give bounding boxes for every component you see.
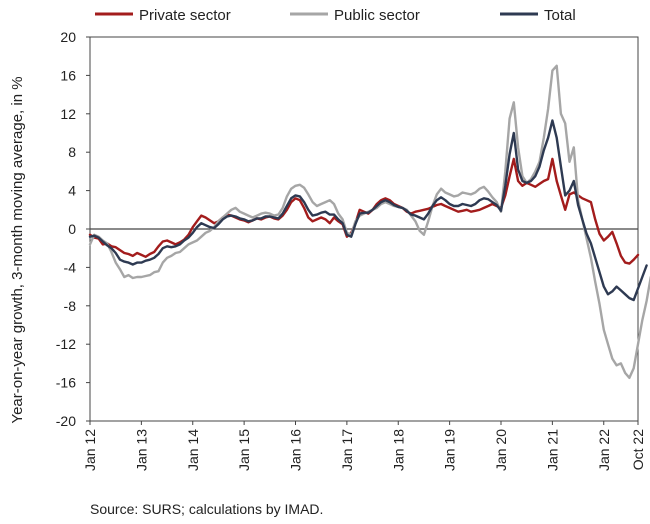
y-tick-label: -16 xyxy=(56,375,76,391)
series-line-public-sector xyxy=(88,64,650,379)
y-tick-label: 20 xyxy=(60,29,76,45)
x-tick-label: Jan 16 xyxy=(288,429,304,471)
source-note: Source: SURS; calculations by IMAD. xyxy=(90,501,324,517)
x-tick-label: Jan 21 xyxy=(544,429,560,471)
y-tick-label: -8 xyxy=(64,298,77,314)
x-tick-label: Jan 13 xyxy=(133,429,149,471)
x-tick-label: Jan 17 xyxy=(339,429,355,471)
y-axis-title: Year-on-year growth, 3-month moving aver… xyxy=(9,76,26,423)
y-tick-label: 12 xyxy=(60,106,76,122)
y-tick-label: 4 xyxy=(68,183,76,199)
y-tick-label: 16 xyxy=(60,67,76,83)
x-tick-label: Oct 22 xyxy=(630,429,646,470)
y-tick-label: -4 xyxy=(64,259,77,275)
x-tick-label: Jan 19 xyxy=(442,429,458,471)
x-tick-label: Jan 18 xyxy=(390,429,406,471)
x-axis: Jan 12 Jan 13 Jan 14 Jan 15 Jan 16 Jan 17 Jan … xyxy=(82,421,646,471)
series-line-total xyxy=(88,119,648,302)
y-tick-label: 0 xyxy=(68,221,76,237)
legend-label-total: Total xyxy=(544,7,576,24)
y-tick-label: -12 xyxy=(56,336,76,352)
plot-area xyxy=(88,36,650,422)
y-tick-label: -20 xyxy=(56,413,76,429)
legend-label-private-sector: Private sector xyxy=(139,7,231,24)
y-tick-label: 8 xyxy=(68,144,76,160)
x-tick-label: Jan 14 xyxy=(185,429,201,471)
legend-label-public-sector: Public sector xyxy=(334,7,420,24)
x-tick-label: Jan 12 xyxy=(82,429,98,471)
legend: Private sector Public sector Total xyxy=(95,7,576,24)
x-tick-label: Jan 20 xyxy=(493,429,509,471)
y-axis-title-wrap: Year-on-year growth, 3-month moving aver… xyxy=(9,76,26,423)
y-axis: -20 -16 -12 -8 -4 0 4 8 12 16 20 xyxy=(56,29,90,429)
x-tick-label: Jan 15 xyxy=(236,429,252,471)
x-tick-label: Jan 22 xyxy=(596,429,612,471)
